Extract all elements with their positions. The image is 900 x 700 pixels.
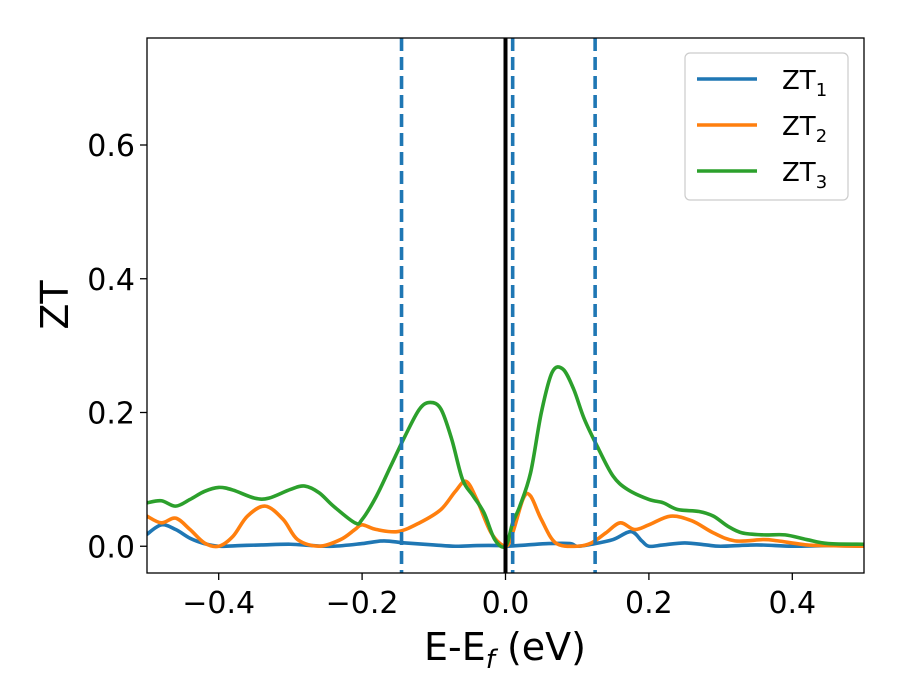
legend-label-zt1: ZT1 bbox=[782, 66, 827, 101]
x-tick-label: −0.2 bbox=[326, 586, 399, 621]
x-axis-label-unit: (eV) bbox=[495, 625, 586, 669]
x-tick-label: −0.4 bbox=[182, 586, 255, 621]
x-axis-label-main: E-E bbox=[424, 625, 486, 669]
x-axis-ticks: −0.4 −0.2 0.0 0.2 0.4 bbox=[182, 573, 816, 621]
series-line-zt3 bbox=[147, 365, 864, 549]
vertical-reference-lines bbox=[399, 38, 597, 573]
x-tick-label: 0.2 bbox=[625, 586, 673, 621]
series-layer bbox=[147, 365, 864, 549]
x-tick-label: 0.0 bbox=[482, 586, 530, 621]
y-tick-label: 0.4 bbox=[87, 263, 135, 298]
legend-label-zt2: ZT2 bbox=[782, 112, 827, 147]
legend-label-zt3: ZT3 bbox=[782, 158, 827, 193]
y-axis-ticks: 0.0 0.2 0.4 0.6 bbox=[87, 129, 147, 565]
legend: ZT1 ZT2 ZT3 bbox=[684, 52, 849, 201]
x-tick-label: 0.4 bbox=[768, 586, 816, 621]
legend-box bbox=[684, 52, 849, 201]
y-tick-label: 0.2 bbox=[87, 397, 135, 432]
y-tick-label: 0.0 bbox=[87, 530, 135, 565]
y-axis-label: ZT bbox=[33, 280, 77, 330]
y-tick-label: 0.6 bbox=[87, 129, 135, 164]
x-axis-label: E-Ef (eV) bbox=[424, 625, 586, 675]
